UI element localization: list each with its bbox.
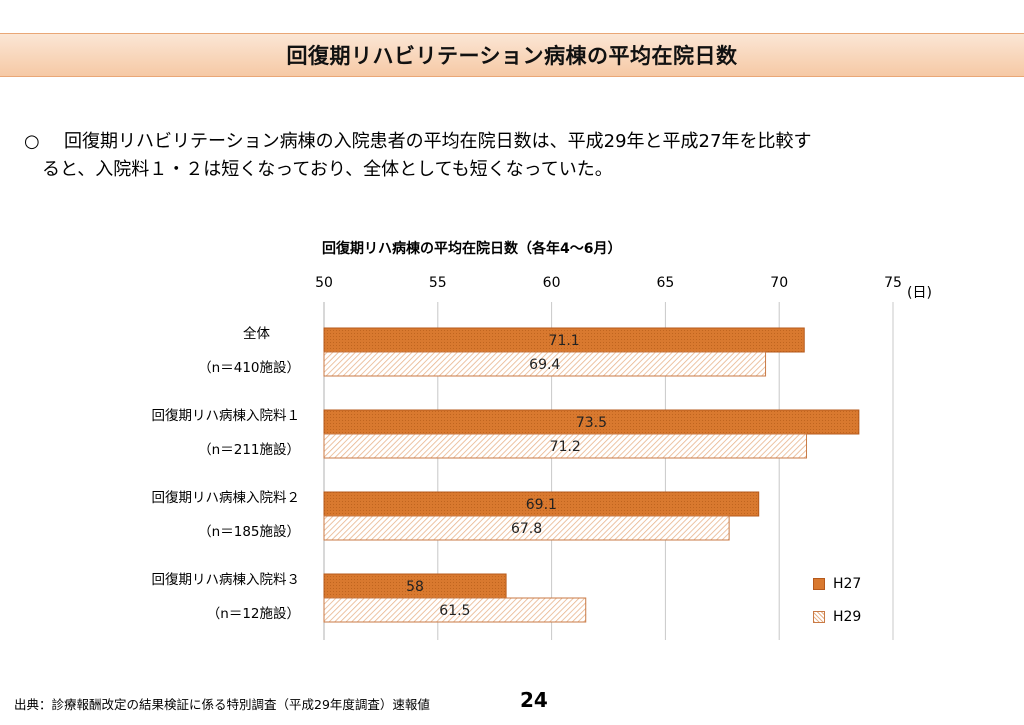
x-axis-unit: (日)	[907, 285, 932, 301]
x-tick-label: 55	[429, 275, 447, 291]
bar-h29	[323, 515, 730, 541]
bar-h29	[323, 597, 587, 623]
category-label: 回復期リハ病棟入院料２	[151, 490, 301, 506]
summary-line-2: ると、入院料１・２は短くなっており、全体としても短くなっていた。	[42, 159, 613, 180]
summary-line-1-text: 回復期リハビリテーション病棟の入院患者の平均在院日数は、平成29年と平成27年を…	[64, 131, 812, 152]
legend-swatch-h27	[813, 578, 825, 590]
source-note: 出典：診療報酬改定の結果検証に係る特別調査（平成29年度調査）速報値	[14, 697, 430, 712]
x-tick-label: 65	[656, 275, 674, 291]
chart-title: 回復期リハ病棟の平均在院日数（各年4～6月）	[322, 241, 622, 257]
data-label-h29: 67.8	[511, 521, 542, 537]
legend-label-h27: H27	[833, 576, 862, 592]
bar-h27	[323, 573, 507, 599]
category-count-label: （n＝211施設）	[198, 442, 300, 458]
category-label: 回復期リハ病棟入院料１	[151, 408, 301, 424]
legend-h27: H27	[813, 576, 861, 592]
x-tick-label: 50	[315, 275, 333, 291]
bullet-icon: ○	[24, 131, 40, 152]
summary-text: ○ 回復期リハビリテーション病棟の入院患者の平均在院日数は、平成29年と平成27年…	[24, 128, 999, 184]
data-labels: 71.1 73.5 69.1 58 69.4 71.2 67.8 61.5	[406, 333, 607, 619]
data-label-h27: 71.1	[549, 333, 580, 349]
title-band: 回復期リハビリテーション病棟の平均在院日数	[0, 33, 1024, 77]
category-count-label: （n＝185施設）	[198, 524, 300, 540]
legend-swatch-h29	[813, 611, 825, 623]
data-label-h27: 69.1	[526, 497, 557, 513]
legend-h29: H29	[813, 609, 861, 625]
axis-ticks: 50 55 60 65 70 75 (日)	[315, 275, 932, 301]
bars	[323, 327, 860, 623]
category-label: 全体	[243, 326, 270, 342]
bar-h27	[323, 409, 860, 435]
category-count-label: （n＝12施設）	[206, 606, 300, 622]
legend-label-h29: H29	[833, 609, 862, 625]
category-count-label: （n＝410施設）	[198, 360, 300, 376]
x-tick-label: 75	[884, 275, 902, 291]
category-label: 回復期リハ病棟入院料３	[151, 572, 301, 588]
data-label-h29: 71.2	[550, 439, 581, 455]
summary-line-1: ○ 回復期リハビリテーション病棟の入院患者の平均在院日数は、平成29年と平成27年…	[24, 128, 999, 156]
data-label-h29: 69.4	[529, 357, 560, 373]
data-label-h27: 58	[406, 579, 424, 595]
bar-h29	[323, 351, 767, 377]
x-tick-label: 70	[770, 275, 788, 291]
page-number: 24	[520, 688, 548, 712]
data-label-h27: 73.5	[576, 415, 607, 431]
data-label-h29: 61.5	[439, 603, 470, 619]
bar-h29	[323, 433, 808, 459]
x-tick-label: 60	[543, 275, 561, 291]
page-title: 回復期リハビリテーション病棟の平均在院日数	[286, 44, 738, 68]
bar-h27	[323, 327, 805, 353]
